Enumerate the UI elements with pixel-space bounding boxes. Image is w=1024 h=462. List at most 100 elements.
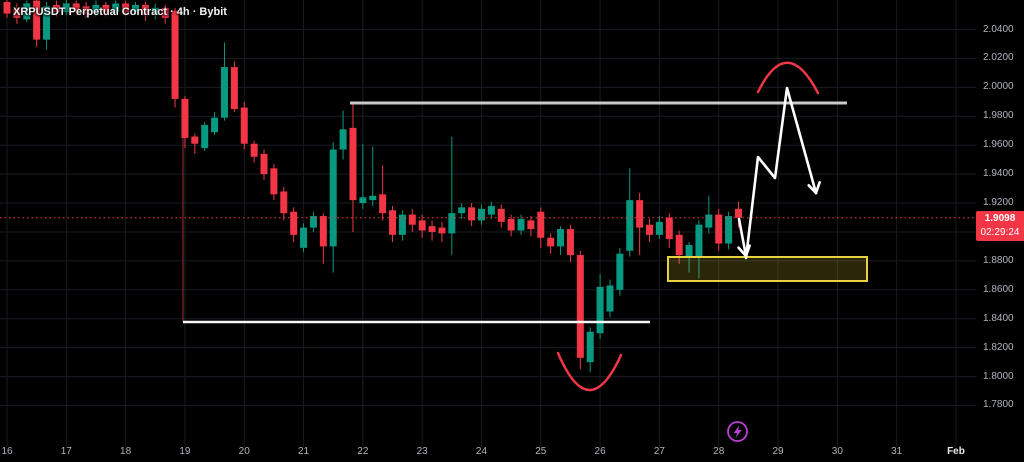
candle-body <box>695 224 703 257</box>
candle-body <box>122 3 130 13</box>
candle-body <box>517 218 525 231</box>
candle-body <box>507 218 515 231</box>
candle-body <box>566 229 574 256</box>
bar-countdown: 02:29:24 <box>980 226 1020 238</box>
time-tick-label: 29 <box>772 446 784 457</box>
candle-body <box>181 98 189 138</box>
price-tick-label: 1.8400 <box>983 312 1014 324</box>
candle-body <box>319 216 327 247</box>
candle-body <box>132 4 140 13</box>
candle-body <box>665 217 673 240</box>
candle-body <box>270 168 278 195</box>
candle-body <box>300 227 308 248</box>
entry-arrow[interactable] <box>737 217 748 258</box>
projection-arrow[interactable] <box>744 86 818 260</box>
candle-body <box>379 194 387 214</box>
candle-body <box>339 129 347 150</box>
candle-body <box>497 208 505 222</box>
candle-body <box>280 191 288 214</box>
demand-zone-box[interactable] <box>667 256 868 282</box>
candle-body <box>3 2 11 14</box>
candle-body <box>596 286 604 334</box>
lightning-event-icon[interactable] <box>725 419 750 444</box>
candle-body <box>557 229 565 247</box>
time-tick-label: 19 <box>179 446 191 457</box>
candle-body <box>33 0 41 40</box>
candle-body <box>626 200 634 251</box>
candle-body <box>468 207 476 221</box>
candle-body <box>576 255 584 358</box>
candle-body <box>408 214 416 225</box>
time-tick-label: 20 <box>238 446 250 457</box>
candle-body <box>359 197 367 204</box>
candle-body <box>151 7 159 16</box>
time-tick-label: 27 <box>653 446 665 457</box>
time-tick-label: 30 <box>831 446 843 457</box>
candle-body <box>527 220 535 230</box>
price-tick-label: 1.8000 <box>983 370 1014 382</box>
time-tick-label: Feb <box>947 446 965 457</box>
time-tick-label: 21 <box>297 446 310 457</box>
candle-body <box>72 3 80 11</box>
candle-body <box>62 3 70 13</box>
candle-body <box>438 227 446 234</box>
candle-body <box>606 285 614 312</box>
projection-arrow-head <box>807 184 818 195</box>
candle-body <box>309 216 317 228</box>
price-tick-label: 2.0200 <box>983 52 1014 64</box>
price-tick-label: 1.7800 <box>983 399 1014 411</box>
candle-body <box>448 213 456 234</box>
candle-body <box>369 195 377 201</box>
candle-body <box>616 253 624 290</box>
candle-body <box>240 107 248 144</box>
time-tick-label: 31 <box>891 446 903 457</box>
bottom-reversal-arc[interactable] <box>556 351 623 392</box>
candle-body <box>250 143 258 157</box>
time-tick-label: 24 <box>475 446 488 457</box>
time-tick-label: 25 <box>535 446 547 457</box>
time-tick-label: 18 <box>120 446 132 457</box>
candle-body <box>734 208 742 218</box>
candle-body <box>191 136 199 144</box>
candle-body <box>349 127 357 201</box>
time-tick-label: 26 <box>594 446 606 457</box>
candle-body <box>211 117 219 133</box>
candle-body <box>725 216 733 244</box>
price-tick-label: 1.8200 <box>983 341 1014 353</box>
price-tick-label: 1.8800 <box>983 254 1014 266</box>
candle-body <box>636 200 644 228</box>
candle-body <box>112 3 120 13</box>
price-tick-label: 1.9200 <box>983 197 1014 209</box>
lightning-bolt-glyph <box>727 421 748 442</box>
candle-body <box>102 4 110 13</box>
time-tick-label: 16 <box>1 446 13 457</box>
candle-body <box>23 3 31 20</box>
candle-body <box>428 226 436 232</box>
time-axis[interactable]: 16 17 18 19 20 21 22 23 24 25 26 27 28 29 30 31 Feb <box>0 443 1024 462</box>
candle-body <box>161 7 169 18</box>
top-reversal-arc[interactable] <box>756 61 820 95</box>
price-tick-label: 2.0400 <box>983 23 1014 35</box>
entry-arrow-head <box>737 246 748 258</box>
candle-body <box>487 205 495 215</box>
candle-body <box>398 214 406 235</box>
candle-body <box>586 331 594 363</box>
price-tick-label: 1.9600 <box>983 139 1014 151</box>
time-tick-label: 23 <box>416 446 428 457</box>
candle-body <box>171 10 179 99</box>
candle-body <box>52 4 60 13</box>
time-tick-label: 28 <box>713 446 725 457</box>
projection-arrow-head <box>814 181 821 195</box>
candle-body <box>230 67 238 110</box>
candle-body <box>389 210 397 235</box>
candle-body <box>260 153 268 175</box>
candle-body <box>418 220 426 231</box>
time-tick-label: 17 <box>60 446 72 457</box>
symbol-title: XRPUSDT Perpetual Contract · 4h · Bybit <box>13 6 227 18</box>
candle-body <box>685 244 693 258</box>
candle-body <box>477 208 485 221</box>
candle-body <box>92 4 100 14</box>
candle-body <box>13 9 21 18</box>
